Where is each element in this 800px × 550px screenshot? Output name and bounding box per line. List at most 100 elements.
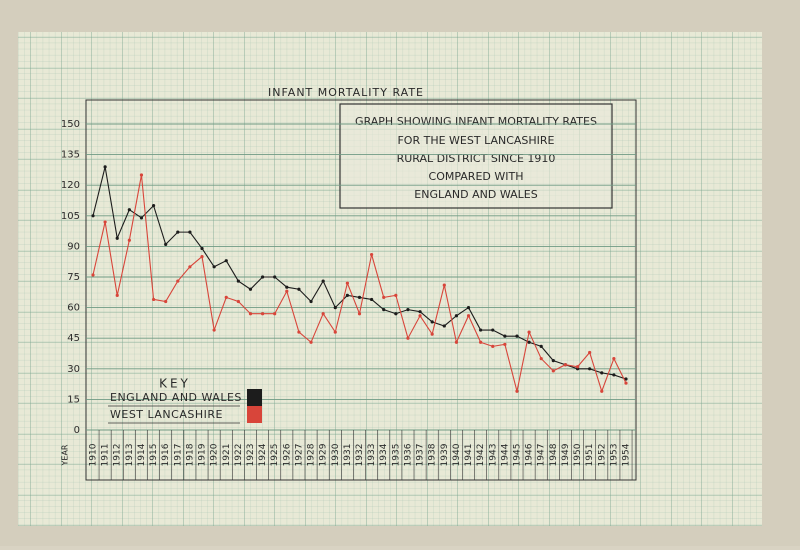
data-point [418,314,422,318]
x-tick-label: 1931 [343,444,353,467]
x-tick-label: 1952 [597,444,607,467]
data-point [382,308,386,312]
x-tick-label: 1918 [185,443,195,466]
x-tick-label: 1913 [125,444,135,467]
data-point [103,220,107,224]
y-tick-label: 90 [67,241,80,252]
x-tick-label: 1950 [573,443,583,466]
data-point [527,340,531,344]
data-point [406,308,410,312]
y-tick-label: 120 [61,180,80,191]
data-point [236,299,240,304]
annotation-line: FOR THE WEST LANCASHIRE [397,134,554,147]
x-tick-label: 1921 [222,444,232,467]
data-point [248,287,253,291]
annotation-line: RURAL DISTRICT SINCE 1910 [397,152,556,165]
data-point [236,279,240,283]
data-point [624,377,628,381]
data-point [200,246,204,251]
annotation-box [339,103,613,209]
data-point [333,306,337,310]
data-point [200,255,204,259]
x-tick-label: 1915 [149,444,159,467]
x-tick-label: 1916 [161,443,171,466]
data-point [357,295,362,299]
data-point [212,328,216,332]
data-point [297,287,301,291]
data-point [539,357,543,361]
data-point [406,336,410,340]
data-point [139,173,144,177]
key-title: KEY [159,377,191,391]
x-tick-label: 1954 [622,443,632,466]
x-tick-label: 1910 [89,443,99,466]
data-point [588,350,592,355]
data-point [527,330,531,334]
x-tick-label: 1933 [367,444,377,467]
x-tick-label: 1920 [210,443,220,466]
annotation-line: ENGLAND AND WALES [414,188,537,201]
x-tick-label: 1928 [307,443,317,466]
data-point [176,279,180,283]
data-point [115,293,119,297]
x-tick-label: 1951 [585,444,595,467]
legend-label: WEST LANCASHIRE [110,408,223,421]
legend-label: ENGLAND AND WALES [110,391,242,404]
data-point [333,330,337,334]
data-point [600,389,604,393]
data-point [382,295,386,299]
data-point [224,295,228,299]
chart-title: INFANT MORTALITY RATE [268,86,424,99]
data-point [612,373,616,377]
data-point [91,214,95,218]
data-point [503,342,507,346]
y-tick-label: 60 [67,303,80,314]
data-point [624,381,628,385]
x-tick-label: 1929 [319,443,329,466]
data-point [248,312,253,316]
x-tick-label: 1924 [258,443,268,466]
data-point [273,275,277,279]
x-tick-label: 1923 [246,444,256,467]
data-point [491,328,495,332]
annotation-line: GRAPH SHOWING INFANT MORTALITY RATES [355,115,597,128]
data-point [479,340,483,344]
data-point [600,371,604,375]
data-point [164,299,168,304]
x-tick-label: 1935 [391,444,401,467]
x-tick-label: 1919 [198,443,208,466]
data-point [164,242,168,246]
data-point [466,314,471,318]
x-tick-label: 1934 [379,443,389,466]
data-point [442,324,446,328]
data-point [370,252,374,257]
data-point [345,293,349,297]
data-point [551,369,555,373]
data-point [285,289,289,293]
x-axis-label: YEAR [61,444,70,466]
y-tick-label: 75 [67,272,80,283]
legend-swatch [247,406,262,423]
x-tick-label: 1938 [428,443,438,466]
x-tick-label: 1939 [440,443,450,466]
data-point [176,230,180,234]
x-tick-label: 1926 [282,443,292,466]
data-point [430,332,434,336]
x-tick-label: 1947 [537,444,547,467]
data-point [612,357,616,361]
x-tick-label: 1953 [609,444,619,467]
x-tick-label: 1941 [464,444,474,467]
y-tick-label: 105 [61,211,80,222]
data-point [515,334,519,338]
y-tick-label: 30 [67,364,80,375]
x-tick-label: 1944 [500,443,510,466]
y-tick-label: 135 [61,150,80,161]
data-point [297,330,301,334]
data-point [539,344,543,348]
data-point [151,204,156,208]
data-point [551,359,555,363]
x-tick-label: 1937 [416,444,426,467]
y-tick-label: 150 [61,119,80,130]
data-point [503,334,507,338]
